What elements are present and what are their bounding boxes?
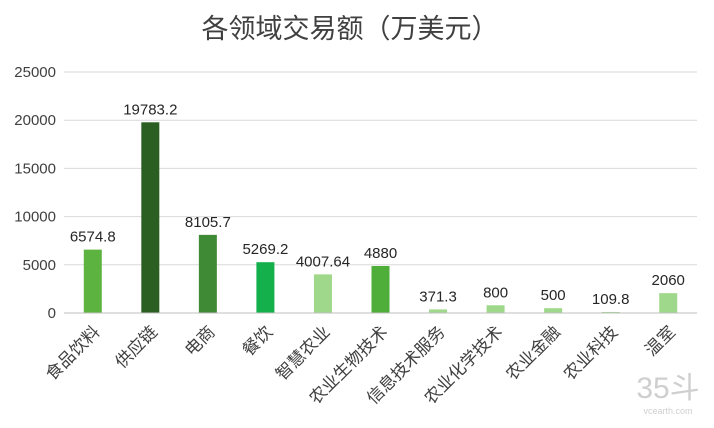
y-tick-label: 10000 xyxy=(14,209,56,226)
watermark-logo: 35斗 vcearth.com xyxy=(636,372,699,416)
chart-title: 各领域交易额（万美元） xyxy=(202,14,499,45)
x-axis: 食品饮料 供应链 电商 餐饮智慧农业农业生物技术信息技术服务农业化学技术农业金融农业科… xyxy=(42,312,697,409)
x-tick-label: 餐饮 xyxy=(239,322,277,360)
x-tick-label: 电商 xyxy=(181,322,219,360)
y-tick-label: 0 xyxy=(48,305,56,322)
data-label: 371.3 xyxy=(419,288,457,305)
bar xyxy=(486,305,505,313)
y-tick-label: 25000 xyxy=(14,64,56,81)
bar xyxy=(313,274,332,313)
data-label: 800 xyxy=(483,284,508,301)
x-tick-label: 农业科技 xyxy=(560,322,622,384)
bar xyxy=(83,249,102,313)
y-tick-label: 20000 xyxy=(14,112,56,129)
bar xyxy=(141,122,160,314)
data-label: 4880 xyxy=(364,245,397,262)
gridlines xyxy=(64,71,697,266)
bar xyxy=(659,293,678,313)
data-label: 8105.7 xyxy=(185,214,231,231)
bar xyxy=(198,234,217,313)
data-labels: 6574.8 19783.2 8105.7 5269.2 4007.64 4880 371.… xyxy=(70,101,685,308)
data-label: 109.8 xyxy=(592,291,630,308)
data-label: 4007.64 xyxy=(296,253,350,270)
watermark-logo-text: 35斗 xyxy=(636,372,699,405)
x-tick-label: 农业金融 xyxy=(502,322,564,384)
x-tick-label: 温室 xyxy=(642,322,680,360)
y-axis: 0 5000 10000 15000 20000 25000 xyxy=(14,64,56,322)
data-label: 6574.8 xyxy=(70,229,116,246)
data-label: 5269.2 xyxy=(242,241,288,258)
x-tick-label: 食品饮料 xyxy=(42,322,104,384)
data-label: 19783.2 xyxy=(123,101,177,118)
data-label: 2060 xyxy=(652,272,685,289)
bars xyxy=(83,122,678,314)
bar xyxy=(429,309,448,313)
bar xyxy=(371,265,390,313)
watermark-site-text: vcearth.com xyxy=(643,406,692,416)
data-label: 500 xyxy=(541,287,566,304)
y-tick-label: 5000 xyxy=(23,257,56,274)
y-tick-label: 15000 xyxy=(14,160,56,177)
bar xyxy=(544,308,563,313)
x-tick-label: 供应链 xyxy=(112,322,162,372)
bar xyxy=(256,262,275,313)
bar xyxy=(601,311,620,313)
